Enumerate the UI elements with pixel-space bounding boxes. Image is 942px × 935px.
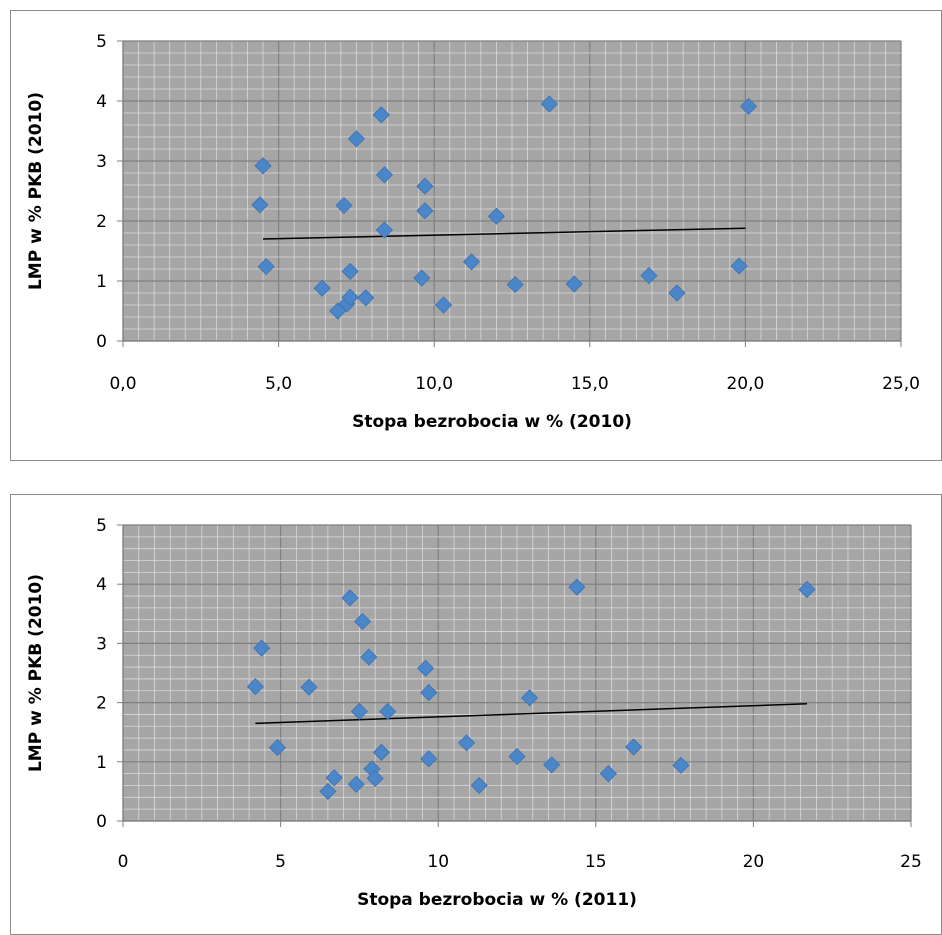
data-point bbox=[521, 689, 539, 707]
x-axis-title: Stopa bezrobocia w % (2010) bbox=[352, 412, 632, 432]
data-point bbox=[508, 747, 526, 766]
data-point bbox=[335, 196, 353, 214]
y-axis-title: LMP w % PKB (2010) bbox=[26, 92, 46, 290]
scatter-chart-2010: 0 1 2 3 4 5 0,0 5,0 10,0 15,0 20,0 25,0 Stopa bezrob… bbox=[10, 10, 942, 461]
data-point bbox=[341, 262, 359, 280]
data-point bbox=[668, 284, 686, 302]
y-tick-label: 1 bbox=[96, 753, 107, 773]
data-point bbox=[353, 612, 372, 631]
data-point bbox=[458, 734, 476, 752]
data-point bbox=[487, 207, 506, 225]
y-tick-label: 2 bbox=[96, 212, 107, 232]
data-point bbox=[568, 578, 586, 596]
y-tick-label: 4 bbox=[96, 92, 107, 112]
data-point bbox=[360, 648, 378, 666]
chart-canvas: 0 1 2 3 4 5 0 5 10 15 20 25 Stopa bezrobocia w % (20… bbox=[26, 516, 922, 910]
data-point bbox=[375, 221, 393, 239]
x-tick-label: 20,0 bbox=[726, 374, 764, 394]
data-point bbox=[246, 678, 264, 696]
data-point bbox=[257, 258, 275, 276]
x-tick-label: 20 bbox=[743, 852, 765, 872]
x-tick-label: 5 bbox=[275, 852, 286, 872]
data-point bbox=[798, 580, 816, 599]
data-point bbox=[413, 269, 431, 287]
data-point bbox=[313, 279, 331, 297]
data-point bbox=[372, 106, 390, 124]
data-point bbox=[506, 276, 524, 294]
data-point bbox=[347, 130, 365, 148]
chart-canvas: 0 1 2 3 4 5 0,0 5,0 10,0 15,0 20,0 25,0 Stopa bezrob… bbox=[26, 32, 920, 432]
trendline bbox=[263, 227, 746, 240]
x-tick-label: 25 bbox=[900, 852, 922, 872]
y-tick-label: 0 bbox=[96, 812, 107, 832]
data-point bbox=[300, 678, 318, 696]
data-point bbox=[319, 782, 337, 800]
data-point bbox=[372, 743, 391, 761]
data-point bbox=[253, 639, 271, 657]
data-point bbox=[417, 659, 435, 677]
data-point bbox=[420, 683, 438, 702]
x-axis-title: Stopa bezrobocia w % (2011) bbox=[357, 890, 637, 910]
x-tick-label: 0,0 bbox=[109, 374, 136, 394]
data-point bbox=[462, 253, 481, 271]
data-point bbox=[341, 288, 359, 306]
data-point bbox=[470, 776, 488, 795]
data-point bbox=[640, 267, 658, 285]
data-point bbox=[739, 97, 758, 115]
data-point bbox=[730, 257, 748, 275]
trendline bbox=[255, 703, 808, 725]
gridlines bbox=[122, 40, 902, 342]
data-point bbox=[254, 157, 272, 175]
data-point bbox=[375, 166, 393, 184]
x-tick-label: 10,0 bbox=[415, 374, 453, 394]
data-point bbox=[540, 95, 558, 113]
data-point bbox=[379, 702, 397, 721]
y-tick-label: 5 bbox=[96, 516, 107, 536]
data-point bbox=[416, 177, 434, 195]
data-point bbox=[672, 756, 690, 774]
x-tick-label: 10 bbox=[427, 852, 449, 872]
data-point bbox=[350, 702, 368, 721]
y-tick-label: 5 bbox=[96, 32, 107, 52]
data-point bbox=[251, 196, 269, 214]
data-point bbox=[599, 765, 617, 783]
data-point bbox=[268, 739, 287, 757]
y-axis-title: LMP w % PKB (2010) bbox=[26, 574, 46, 772]
x-tick-label: 15 bbox=[585, 852, 607, 872]
data-point bbox=[357, 289, 375, 307]
y-tick-label: 4 bbox=[96, 575, 107, 595]
data-point bbox=[341, 589, 359, 607]
y-tick-label: 3 bbox=[96, 634, 107, 654]
x-tick-label: 0 bbox=[118, 852, 129, 872]
y-tick-label: 2 bbox=[96, 694, 107, 714]
x-tick-label: 15,0 bbox=[571, 374, 609, 394]
data-point bbox=[325, 769, 343, 787]
data-point bbox=[347, 775, 365, 793]
data-point bbox=[420, 750, 438, 768]
y-tick-label: 0 bbox=[96, 332, 107, 352]
data-point bbox=[434, 296, 453, 314]
y-tick-label: 3 bbox=[96, 152, 107, 172]
y-tick-label: 1 bbox=[96, 272, 107, 292]
x-tick-label: 5,0 bbox=[265, 374, 292, 394]
data-point bbox=[625, 738, 643, 756]
data-point bbox=[416, 202, 434, 220]
x-tick-label: 25,0 bbox=[882, 374, 920, 394]
scatter-chart-2011: 0 1 2 3 4 5 0 5 10 15 20 25 Stopa bezrobocia w % (20… bbox=[10, 494, 942, 935]
data-point bbox=[366, 769, 384, 787]
data-point bbox=[565, 275, 583, 293]
data-point bbox=[543, 756, 561, 774]
